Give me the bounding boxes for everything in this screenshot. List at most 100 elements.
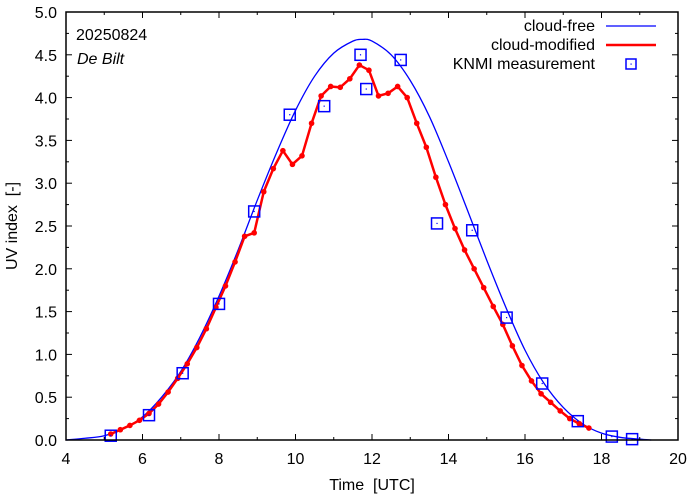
knmi-marker-square	[142, 408, 156, 422]
y-tick-label: 4.5	[35, 48, 57, 65]
x-tick-label: 8	[215, 451, 224, 468]
knmi-marker-square	[430, 217, 444, 230]
date-annotation: 20250824	[76, 27, 147, 44]
data-point-cloud-modified	[461, 247, 468, 253]
knmi-marker-square	[247, 205, 261, 218]
y-tick-label: 3.5	[35, 133, 57, 150]
data-point-cloud-modified	[347, 75, 353, 82]
knmi-marker-dot	[148, 414, 150, 416]
data-point-cloud-modified	[165, 389, 171, 395]
data-point-cloud-modified	[557, 408, 563, 414]
data-point-cloud-modified	[299, 153, 305, 159]
data-point-cloud-modified	[270, 165, 277, 172]
knmi-marker-square	[212, 297, 226, 311]
data-point-knmi-measurement	[430, 217, 444, 230]
data-point-cloud-modified	[136, 417, 143, 424]
knmi-marker-dot	[182, 372, 184, 374]
x-tick-label: 14	[440, 451, 458, 468]
data-point-knmi-measurement	[104, 429, 118, 442]
knmi-marker-square	[571, 414, 585, 428]
axis-ticks: 4 6 8 10 12 14 16 18 20 0.0 0.5 1.0 1.5 2.0 2.5 3.0 3.5 4…	[35, 5, 687, 468]
knmi-marker-square	[605, 430, 619, 443]
y-tick-label: 0.5	[35, 390, 57, 407]
legend-label-knmi-measurement: KNMI measurement	[453, 56, 596, 73]
data-point-cloud-modified	[404, 94, 410, 101]
knmi-marker-square	[104, 429, 118, 442]
knmi-marker-dot	[365, 88, 367, 90]
y-tick-label: 5.0	[35, 5, 57, 22]
data-point-knmi-measurement	[317, 99, 331, 113]
data-point-cloud-modified	[194, 344, 200, 351]
y-tick-label: 4.0	[35, 91, 57, 108]
data-point-knmi-measurement	[360, 82, 373, 96]
data-point-cloud-modified	[356, 62, 363, 68]
data-point-cloud-modified	[433, 174, 439, 181]
data-point-cloud-modified	[289, 161, 296, 168]
data-point-cloud-modified	[480, 284, 487, 291]
knmi-marker-dot	[631, 438, 633, 440]
legend-label-cloud-modified: cloud-modified	[491, 37, 595, 54]
knmi-marker-dot	[323, 105, 325, 107]
legend-swatch-knmi-dot	[630, 63, 632, 65]
y-tick-label: 3.0	[35, 176, 57, 193]
knmi-marker-dot	[253, 210, 255, 213]
data-point-cloud-modified	[538, 390, 544, 397]
knmi-marker-dot	[541, 382, 543, 385]
x-tick-label: 4	[62, 451, 71, 468]
data-point-knmi-measurement	[500, 311, 513, 324]
x-tick-label: 18	[593, 451, 611, 468]
data-point-cloud-modified	[308, 120, 315, 127]
data-point-cloud-modified	[394, 83, 401, 90]
knmi-marker-dot	[506, 316, 508, 319]
data-point-cloud-modified	[327, 83, 334, 90]
knmi-marker-dot	[577, 420, 579, 422]
data-point-knmi-measurement	[394, 53, 407, 67]
data-point-cloud-modified	[547, 399, 554, 406]
data-point-knmi-measurement	[212, 297, 226, 311]
data-point-cloud-modified	[566, 415, 573, 422]
data-point-knmi-measurement	[354, 48, 367, 62]
data-point-cloud-modified	[442, 201, 449, 208]
data-point-cloud-modified	[490, 303, 497, 310]
data-point-cloud-modified	[184, 361, 191, 367]
knmi-marker-square	[465, 224, 479, 237]
data-point-cloud-modified	[251, 230, 257, 236]
x-tick-label: 20	[669, 451, 687, 468]
data-point-cloud-modified	[586, 425, 592, 431]
data-point-knmi-measurement	[142, 408, 156, 422]
knmi-marker-dot	[110, 435, 112, 437]
data-point-cloud-modified	[366, 67, 372, 74]
knmi-marker-square	[283, 108, 297, 121]
data-point-knmi-measurement	[571, 414, 585, 428]
y-tick-label: 2.5	[35, 219, 57, 236]
knmi-marker-dot	[611, 435, 613, 438]
legend-swatch-knmi-measurement	[625, 58, 637, 70]
x-tick-label: 16	[516, 451, 534, 468]
data-point-knmi-measurement	[535, 377, 549, 390]
knmi-marker-square	[317, 99, 331, 113]
y-axis-title: UV index [-]	[4, 182, 21, 270]
data-point-knmi-measurement	[625, 432, 639, 446]
data-point-cloud-modified	[471, 266, 477, 272]
knmi-marker-dot	[471, 229, 473, 231]
data-point-cloud-modified	[413, 120, 420, 127]
x-axis-title: Time [UTC]	[329, 477, 415, 494]
x-tick-label: 12	[363, 451, 381, 468]
data-point-cloud-modified	[146, 410, 152, 417]
knmi-marker-square	[394, 53, 407, 67]
data-point-cloud-modified	[107, 431, 114, 437]
data-point-cloud-modified	[528, 378, 535, 384]
knmi-marker-square	[500, 311, 513, 324]
data-point-cloud-modified	[241, 233, 248, 240]
data-point-cloud-modified	[117, 426, 124, 433]
knmi-marker-square	[625, 432, 639, 446]
data-point-cloud-modified	[509, 343, 516, 349]
data-point-cloud-modified	[375, 93, 382, 99]
data-point-knmi-measurement	[247, 205, 261, 218]
knmi-marker-dot	[400, 59, 402, 61]
data-point-cloud-modified	[222, 283, 229, 289]
y-tick-label: 1.0	[35, 347, 57, 364]
data-point-cloud-modified	[337, 84, 344, 91]
knmi-marker-dot	[289, 114, 291, 116]
